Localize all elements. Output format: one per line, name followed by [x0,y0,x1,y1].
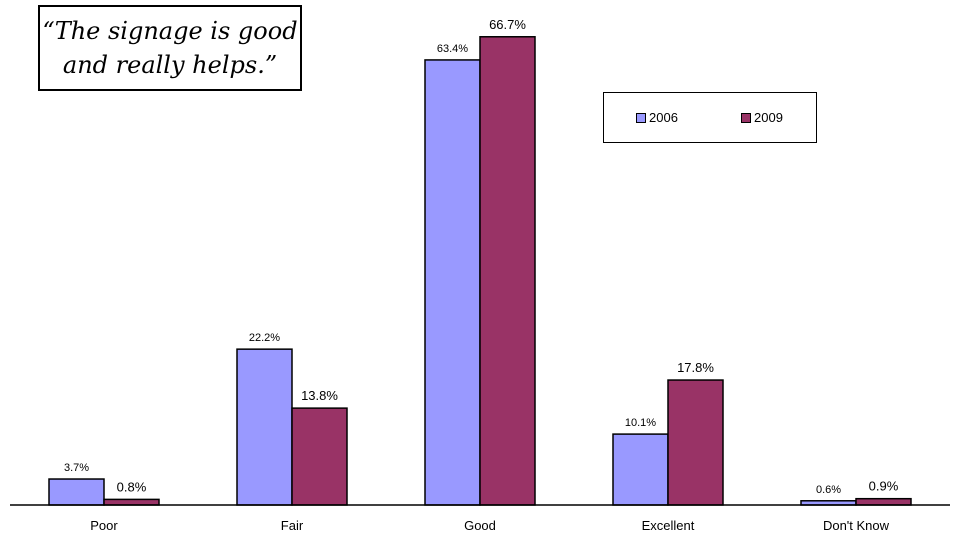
category-label-0: Poor [90,518,118,533]
legend-label-2006: 2006 [649,110,678,125]
bar-2009-4 [855,497,912,506]
quote-text: “The signage is good and really helps.” [42,17,298,79]
bar-2009-0 [103,498,160,506]
data-label-2009-0: 0.8% [117,479,147,494]
legend-swatch-2009 [741,112,751,123]
data-label-2009-2: 66.7% [489,17,526,32]
bar-2006-3 [612,433,669,506]
bar-2009-1 [291,407,348,506]
data-label-2009-1: 13.8% [301,388,338,403]
legend-item-2006: 2006 [636,110,678,125]
legend-label-2009: 2009 [754,110,783,125]
bar-2006-0 [48,478,105,506]
data-label-2006-3: 10.1% [625,417,656,429]
bar-2009-3 [667,379,724,506]
legend: 2006 2009 [603,92,817,143]
data-label-2006-0: 3.7% [64,462,89,474]
category-label-2: Good [464,518,496,533]
category-label-1: Fair [281,518,304,533]
data-label-2009-4: 0.9% [869,479,899,494]
bar-2009-2 [479,36,536,506]
category-label-3: Excellent [642,518,695,533]
legend-item-2009: 2009 [741,110,783,125]
quote-box: “The signage is good and really helps.” [38,5,302,91]
bar-2006-1 [236,348,293,506]
data-label-2006-2: 63.4% [437,43,468,55]
bar-2006-2 [424,59,481,506]
legend-swatch-2006 [636,112,646,123]
category-label-4: Don't Know [823,518,890,533]
data-label-2009-3: 17.8% [677,360,714,375]
data-label-2006-1: 22.2% [249,332,280,344]
data-label-2006-4: 0.6% [816,484,841,496]
